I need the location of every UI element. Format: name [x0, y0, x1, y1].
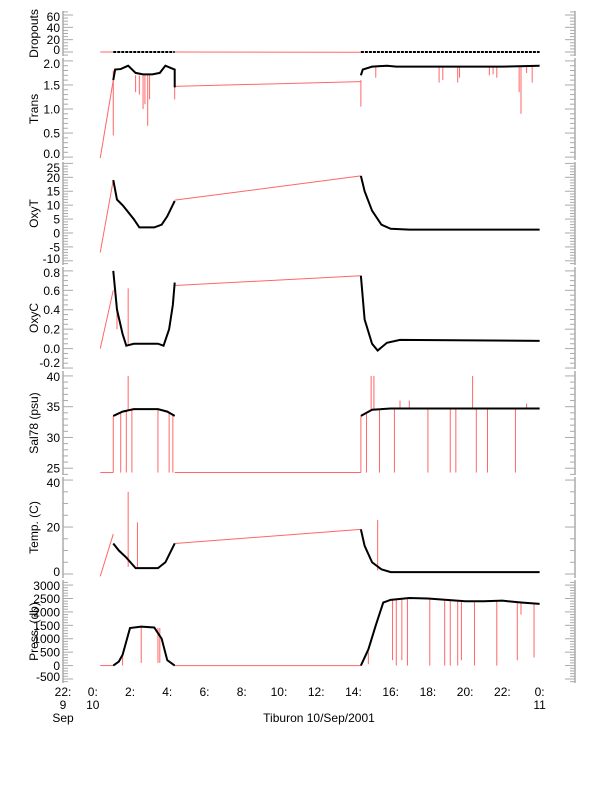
- y-tick-label: 2000: [33, 605, 60, 619]
- x-tick-label: 22:: [55, 685, 72, 699]
- interp-line: [99, 533, 114, 577]
- data-line: [360, 407, 540, 417]
- data-line: [359, 175, 540, 231]
- interp-line: [174, 81, 361, 87]
- y-tick-label: -5: [49, 240, 60, 254]
- x-tick-label: 12:: [308, 685, 325, 699]
- y-tick-label: 0.4: [43, 303, 60, 317]
- interp-line: [99, 80, 114, 159]
- y-tick-label: 25: [47, 161, 61, 175]
- data-line: [112, 270, 176, 347]
- data-line: [359, 275, 540, 352]
- x-axis-title: Tiburon 10/Sep/2001: [263, 711, 375, 725]
- data-line: [359, 529, 540, 574]
- y-tick-label: 0: [53, 43, 60, 57]
- y-tick-label: 500: [40, 646, 60, 660]
- y-tick-label: 20: [47, 521, 61, 535]
- x-tick-label: Sep: [52, 711, 74, 725]
- y-tick-label: -10: [43, 252, 61, 266]
- y-tick-label: 0.0: [43, 147, 60, 161]
- panel-temp-c-: 0 20 40 Temp. (C): [27, 476, 576, 579]
- y-tick-label: 40: [47, 21, 61, 35]
- y-tick-label: 0.8: [43, 266, 60, 280]
- y-tick-label: 0: [53, 226, 60, 240]
- y-tick-label: 2.0: [43, 57, 60, 71]
- data-line: [112, 542, 176, 570]
- data-line: [359, 596, 540, 666]
- y-tick-label: 60: [47, 10, 61, 24]
- y-axis-title: Press. (db): [27, 602, 41, 661]
- x-tick-label: 22:: [494, 685, 511, 699]
- data-line: [359, 64, 540, 76]
- x-tick-label: 8:: [237, 685, 247, 699]
- interp-line: [99, 290, 114, 349]
- y-tick-label: -500: [36, 670, 60, 684]
- y-tick-label: 30: [47, 431, 61, 445]
- panel-sal78-psu-: 25 30 35 40 Sal78 (psu): [27, 370, 576, 476]
- x-tick-label: 4:: [162, 685, 172, 699]
- x-tick-label: 16:: [382, 685, 399, 699]
- y-tick-label: 0.5: [43, 127, 60, 141]
- interp-line: [174, 175, 361, 201]
- y-tick-label: 0.6: [43, 284, 60, 298]
- y-tick-label: 0.0: [43, 342, 60, 356]
- y-tick-label: 20: [47, 171, 61, 185]
- x-tick-label: 14:: [345, 685, 362, 699]
- x-tick-label: 0:: [88, 685, 98, 699]
- y-tick-label: 2500: [33, 592, 60, 606]
- y-tick-label: 0.2: [43, 323, 60, 337]
- y-tick-label: 1500: [33, 619, 60, 633]
- y-tick-label: 40: [47, 476, 61, 490]
- y-tick-label: 0: [53, 565, 60, 579]
- y-tick-label: 1000: [33, 632, 60, 646]
- y-tick-label: 15: [47, 185, 61, 199]
- x-tick-label: 10:: [271, 685, 288, 699]
- x-tick-label: 2:: [125, 685, 135, 699]
- panel-trans: 0.0 0.5 1.0 1.5 2.0 Trans: [27, 57, 576, 161]
- y-tick-label: 25: [47, 462, 61, 476]
- x-tick-label: 18:: [420, 685, 437, 699]
- y-axis-title: OxyT: [27, 199, 41, 228]
- x-tick-label: 0:: [535, 685, 545, 699]
- y-tick-label: 10: [47, 199, 61, 213]
- data-line: [112, 179, 176, 229]
- y-tick-label: 40: [47, 370, 61, 384]
- y-tick-label: 1.0: [43, 103, 60, 117]
- y-axis-title: Sal78 (psu): [27, 392, 41, 453]
- interp-line: [174, 275, 361, 286]
- panels: 0204060Dropouts0.00.51.01.52.0Trans-10-5…: [27, 9, 576, 684]
- y-axis-title: Dropouts: [27, 9, 41, 58]
- interp-line: [174, 528, 361, 544]
- x-tick-label: 9: [60, 698, 67, 712]
- y-tick-label: 20: [47, 33, 61, 47]
- x-tick-label: 11: [533, 698, 546, 712]
- y-tick-label: 5: [53, 213, 60, 227]
- y-tick-label: 1.5: [43, 78, 60, 92]
- data-line: [112, 64, 176, 88]
- data-line: [112, 408, 176, 417]
- x-tick-label: 20:: [457, 685, 474, 699]
- data-line: [112, 625, 176, 667]
- x-tick-label: 6:: [199, 685, 209, 699]
- x-tick-label: 10: [86, 698, 100, 712]
- y-axis-title: OxyC: [27, 303, 41, 333]
- y-tick-label: -0.2: [39, 356, 60, 370]
- panel-oxyc: -0.20.0 0.2 0.4 0.6 0.8 OxyC: [27, 266, 576, 370]
- y-tick-label: 3000: [33, 579, 60, 593]
- y-axis-title: Trans: [27, 94, 41, 124]
- y-axis-title: Temp. (C): [27, 501, 41, 554]
- y-tick-label: 35: [47, 400, 61, 414]
- interp-line: [99, 180, 114, 253]
- y-tick-label: 0: [53, 659, 60, 673]
